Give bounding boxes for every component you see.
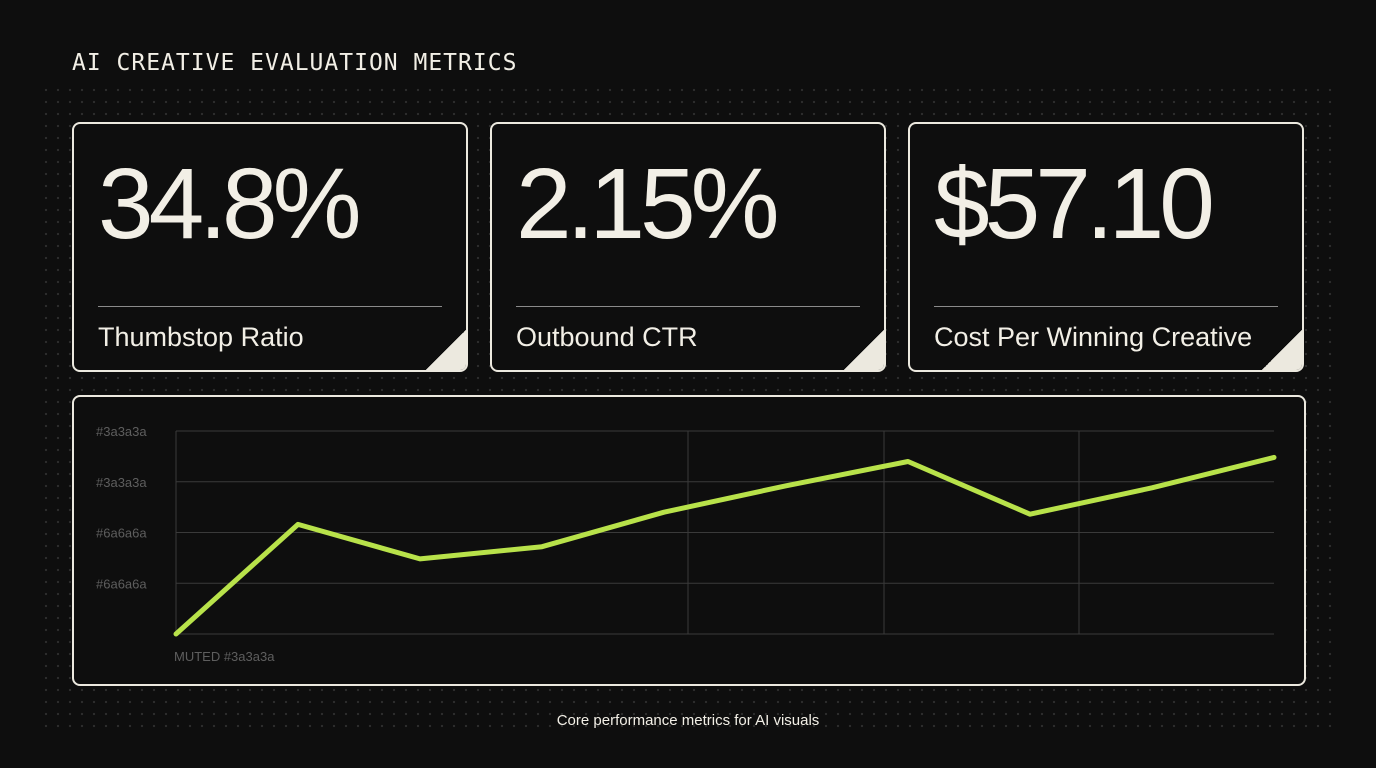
line-chart: #3a3a3a #3a3a3a #6a6a6a #6a6a6a MUTED #3a3a3… bbox=[96, 424, 1277, 664]
y-tick-label: #6a6a6a bbox=[96, 576, 147, 591]
y-tick-label: #3a3a3a bbox=[96, 475, 147, 490]
card-corner-fold-icon bbox=[426, 330, 466, 370]
y-tick-label: #6a6a6a bbox=[96, 526, 147, 541]
card-divider bbox=[516, 306, 860, 307]
card-divider bbox=[934, 306, 1278, 307]
metric-value: 2.15% bbox=[516, 148, 780, 260]
series-line bbox=[173, 454, 1277, 637]
metric-label: Outbound CTR bbox=[516, 322, 698, 352]
x-axis-label: MUTED #3a3a3a bbox=[174, 649, 275, 664]
metric-value: $57.10 bbox=[934, 148, 1215, 260]
card-corner-fold-icon bbox=[1262, 330, 1302, 370]
metric-value: 34.8% bbox=[98, 148, 362, 260]
card-divider bbox=[98, 306, 442, 307]
y-tick-label: #3a3a3a bbox=[96, 424, 147, 439]
metric-card-cost: $57.10 Cost Per Winning Creative bbox=[908, 122, 1304, 372]
line-chart-panel: #3a3a3a #3a3a3a #6a6a6a #6a6a6a MUTED #3a3a3… bbox=[72, 395, 1306, 686]
metric-card-thumbstop: 34.8% Thumbstop Ratio bbox=[72, 122, 468, 372]
metric-card-ctr: 2.15% Outbound CTR bbox=[490, 122, 886, 372]
page-title: AI CREATIVE EVALUATION METRICS bbox=[72, 50, 518, 76]
metric-label: Thumbstop Ratio bbox=[98, 322, 304, 352]
metric-label: Cost Per Winning Creative bbox=[934, 322, 1253, 352]
chart-caption: Core performance metrics for AI visuals bbox=[556, 712, 820, 729]
card-corner-fold-icon bbox=[844, 330, 884, 370]
